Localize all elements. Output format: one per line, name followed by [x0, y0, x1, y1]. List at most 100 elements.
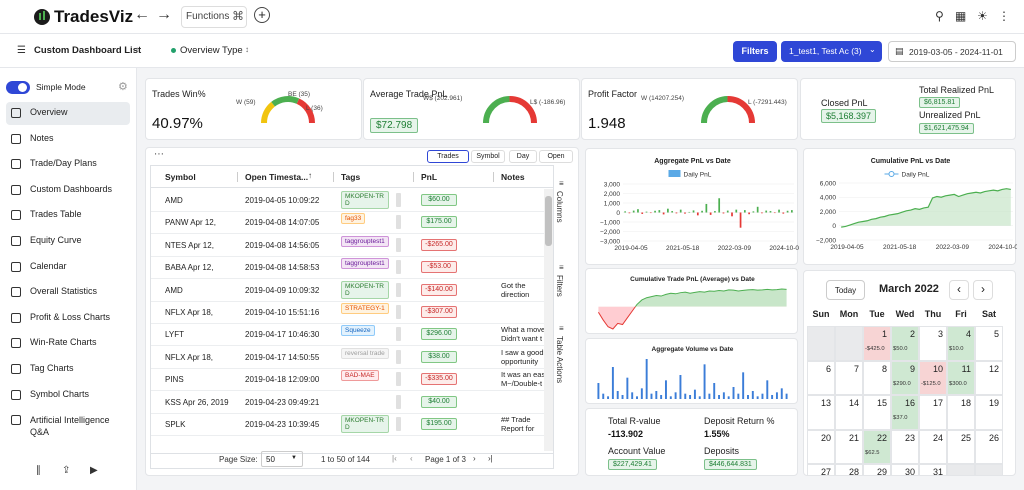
- chart-svg: Cumulative Trade PnL (Average) vs Date: [597, 276, 787, 330]
- menu-item[interactable]: Overall Statistics: [30, 286, 98, 297]
- footer-icon[interactable]: ∥: [36, 465, 41, 476]
- calendar-day[interactable]: 30: [891, 464, 919, 475]
- pnl-badge: $38.00: [421, 350, 457, 363]
- menu-item[interactable]: Symbol Charts: [30, 388, 90, 399]
- today-button[interactable]: Today: [826, 280, 865, 300]
- calendar-day[interactable]: 22 $62.5: [863, 429, 891, 464]
- menu-item[interactable]: Equity Curve: [30, 235, 82, 245]
- calendar-day[interactable]: 7: [835, 360, 863, 395]
- menu-item[interactable]: Notes: [30, 132, 54, 143]
- menu-item[interactable]: Calendar: [30, 260, 67, 271]
- side-panel-label[interactable]: Filters: [555, 275, 564, 297]
- menu-item[interactable]: Win-Rate Charts: [30, 337, 97, 348]
- calendar-day[interactable]: 6: [807, 360, 835, 395]
- nav-icon[interactable]: ⚲: [935, 9, 944, 23]
- calendar-day[interactable]: 26: [975, 429, 1003, 464]
- weekday: Sat: [981, 309, 996, 319]
- x-tick-label: 2019-04-05: [830, 244, 864, 251]
- gauge-arc: [261, 101, 276, 124]
- calendar-day[interactable]: 29: [863, 464, 891, 475]
- calendar-day[interactable]: 28: [835, 464, 863, 475]
- calendar-day[interactable]: 17: [919, 395, 947, 430]
- table-tab[interactable]: Trades: [427, 150, 469, 163]
- calendar-day[interactable]: 12: [975, 360, 1003, 395]
- table-tab[interactable]: Day: [509, 150, 537, 163]
- nav-icon[interactable]: ⋮: [998, 9, 1010, 23]
- page-size[interactable]: 50 ▼: [261, 451, 303, 467]
- calendar-day[interactable]: 9 $290.0: [891, 360, 919, 395]
- settings-icon[interactable]: ⚙: [118, 81, 128, 93]
- calendar-day[interactable]: 3: [919, 326, 947, 361]
- menu-item[interactable]: Tag Charts: [30, 363, 74, 373]
- calendar-day[interactable]: 20: [807, 429, 835, 464]
- calendar-day[interactable]: 24: [919, 429, 947, 464]
- date-range[interactable]: ▤ 2019-03-05 - 2024-11-01: [888, 41, 1016, 62]
- calendar-day[interactable]: 16 $37.0: [891, 395, 919, 430]
- summary-card: Total R-value -113.902 Deposit Return % 1.5…: [585, 408, 798, 476]
- table-tab[interactable]: Open: [539, 150, 573, 163]
- first-page[interactable]: |‹: [392, 454, 397, 463]
- calendar-day[interactable]: 8: [863, 360, 891, 395]
- next-page[interactable]: ›: [473, 454, 476, 463]
- last-page[interactable]: ›|: [488, 454, 493, 463]
- calendar-day[interactable]: 21: [835, 429, 863, 464]
- footer-icon[interactable]: ▶: [90, 465, 98, 476]
- calendar-day[interactable]: 13: [807, 395, 835, 430]
- calendar-day[interactable]: 25: [947, 429, 975, 464]
- bar: [597, 383, 600, 399]
- next-month[interactable]: ›: [973, 280, 993, 300]
- menu-item[interactable]: Trade/Day Plans: [30, 158, 97, 169]
- menu-item[interactable]: Custom Dashboards: [30, 183, 113, 194]
- calendar-day[interactable]: 23: [891, 429, 919, 464]
- filters-button[interactable]: Filters: [733, 41, 777, 62]
- column-header[interactable]: PnL: [421, 172, 438, 182]
- calendar-day[interactable]: 15: [863, 395, 891, 430]
- calendar-day[interactable]: 4 $10.0: [947, 326, 975, 361]
- weekday: Thu: [924, 309, 942, 319]
- calendar-day[interactable]: 19: [975, 395, 1003, 430]
- menu-item[interactable]: Profit & Loss Charts: [30, 311, 111, 322]
- tag-scroller: [396, 305, 401, 319]
- side-panel-label[interactable]: Columns: [555, 191, 564, 223]
- mode-toggle[interactable]: [6, 81, 30, 94]
- calendar-day[interactable]: 10 -$125.0: [919, 360, 947, 395]
- menu-item[interactable]: Trades Table: [30, 209, 82, 220]
- bar: [739, 212, 742, 228]
- add-button[interactable]: +: [254, 7, 270, 23]
- calendar-day[interactable]: 11 $300.0: [947, 360, 975, 395]
- column-header[interactable]: Tags: [341, 172, 361, 182]
- menu-item[interactable]: Artificial Intelligence Q&A: [30, 415, 110, 438]
- footer-icon[interactable]: ⇪: [62, 465, 71, 476]
- calendar-day[interactable]: 5: [975, 326, 1003, 361]
- hscroll: [151, 453, 553, 454]
- calendar-day[interactable]: 2 $50.0: [891, 326, 919, 361]
- dashboard-list[interactable]: Custom Dashboard List: [34, 45, 142, 56]
- tag-scroller: [396, 394, 401, 409]
- calendar-day[interactable]: 14: [835, 395, 863, 430]
- row-divider: [151, 412, 545, 414]
- calendar-day[interactable]: 27: [807, 464, 835, 475]
- side-panel-label[interactable]: Table Actions: [555, 336, 564, 384]
- tab-label: Day: [516, 152, 530, 160]
- menu-item[interactable]: Overview: [30, 107, 68, 117]
- bar: [732, 387, 735, 399]
- calendar-day[interactable]: 1 -$425.0: [863, 326, 891, 361]
- forward-arrow[interactable]: →: [156, 6, 172, 23]
- menu-icon: [11, 236, 21, 246]
- table-menu[interactable]: ⋯: [154, 149, 164, 160]
- column-header[interactable]: Notes: [501, 172, 525, 182]
- back-arrow[interactable]: ←: [134, 6, 150, 23]
- table-tab[interactable]: Symbol: [471, 150, 505, 163]
- column-header[interactable]: Symbol: [165, 172, 196, 182]
- nav-icon[interactable]: ☀: [977, 9, 988, 23]
- prev-month[interactable]: ‹: [949, 280, 969, 300]
- account-button[interactable]: 1_test1, Test Ac (3) ⌄: [781, 41, 882, 62]
- functions-button[interactable]: Functions ⌘: [181, 6, 247, 28]
- nav-icon[interactable]: ▦: [955, 9, 967, 23]
- prev-page[interactable]: ‹: [410, 454, 413, 463]
- column-header[interactable]: Open Timesta...: [245, 172, 309, 182]
- calendar-day[interactable]: 31: [919, 464, 947, 475]
- calendar-day[interactable]: 18: [947, 395, 975, 430]
- column-divider: [333, 172, 334, 182]
- overview-type[interactable]: Overview Type: [180, 45, 243, 56]
